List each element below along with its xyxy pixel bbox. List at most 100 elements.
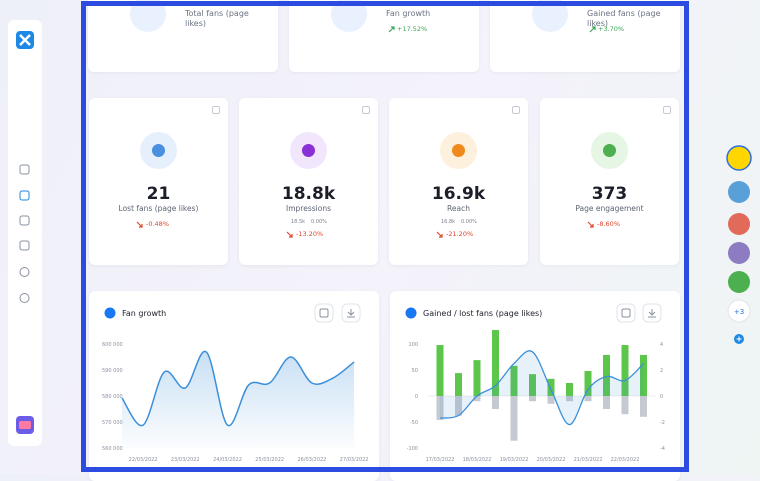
info-icon (512, 106, 520, 114)
y-tick-label: 0 (415, 394, 418, 400)
stat-icon (440, 132, 477, 169)
y2-tick-label: 4 (660, 342, 663, 348)
stat-icon (591, 132, 628, 169)
x-tick-label: 22/03/2022 (129, 457, 158, 463)
stat-card: 16.9k Reach 16.8k 0.00% -21.20% (389, 98, 528, 265)
bar (510, 396, 518, 441)
stat-icon (140, 132, 177, 169)
nav-icon[interactable] (19, 190, 30, 201)
sidebar (8, 20, 42, 446)
x-tick-label: 24/03/2022 (213, 457, 242, 463)
bar (529, 396, 536, 402)
y2-tick-label: 2 (660, 368, 663, 374)
line-area (440, 350, 644, 425)
bar (436, 345, 444, 396)
nav-icon[interactable] (19, 267, 30, 277)
stat-icon-glyph (152, 144, 165, 157)
card-change: +17.52% (397, 25, 428, 33)
trend-arrow (587, 221, 594, 228)
x-tick-label: 17/03/2022 (426, 457, 455, 463)
bar (473, 396, 481, 402)
info-icon (212, 106, 220, 114)
stat-change: -8.60% (597, 220, 620, 228)
bar (603, 396, 610, 409)
bar (584, 371, 592, 396)
stat-sub: 0.00% (311, 219, 327, 225)
stat-card: 21 Lost fans (page likes) -0.48% (89, 98, 228, 265)
stat-sub: 0.00% (461, 219, 477, 225)
x-tick-label: 20/03/2022 (537, 457, 566, 463)
stat-label: Reach (447, 204, 470, 213)
bar (640, 396, 647, 417)
bar (547, 378, 555, 396)
card-title: Fan growth (386, 9, 431, 18)
account-avatar[interactable] (728, 271, 750, 293)
nav-icon[interactable] (19, 215, 30, 226)
sidebar-icons (16, 31, 34, 434)
stat-sub: 18.5k (291, 219, 306, 225)
y-tick-label: -50 (410, 420, 418, 426)
stat-icon-glyph (452, 144, 465, 157)
account-avatar[interactable] (728, 181, 750, 203)
chart-title: Fan growth (122, 309, 166, 318)
layout-button[interactable] (616, 303, 636, 323)
y-tick-label: 590 000 (102, 368, 123, 374)
bar (547, 396, 555, 404)
trend-arrow (136, 221, 143, 228)
stat-label: Impressions (286, 204, 331, 213)
account-avatar[interactable] (728, 242, 750, 264)
trend-arrow (436, 231, 443, 238)
chart-header-icons (104, 303, 662, 323)
stat-value: 21 (146, 184, 171, 204)
stat-value: 16.9k (431, 184, 486, 204)
y2-tick-label: 0 (660, 394, 663, 400)
account-avatar[interactable] (728, 213, 750, 235)
stat-value: 18.8k (281, 184, 336, 204)
y2-tick-label: -4 (660, 446, 665, 452)
layout-button[interactable] (314, 303, 334, 323)
accounts: +3 (726, 145, 752, 344)
account-avatar[interactable] (726, 145, 752, 171)
nav-icon[interactable] (19, 164, 30, 175)
bar (621, 396, 629, 415)
stat-label: Lost fans (page likes) (118, 204, 199, 213)
y-tick-label: 100 (408, 342, 418, 348)
line-area (122, 351, 355, 448)
bar (492, 329, 499, 396)
nav-icon[interactable] (19, 240, 30, 251)
x-tick-label: 22/03/2022 (611, 457, 640, 463)
bar (621, 345, 629, 396)
bar (529, 374, 536, 396)
bar (436, 396, 444, 420)
info-icon (663, 106, 671, 114)
x-tick-label: 23/03/2022 (171, 457, 200, 463)
summary-card: Gained fans (page likes) +3.70% (490, 0, 680, 72)
stat-change: -13.20% (296, 230, 324, 238)
x-tick-label: 26/03/2022 (297, 457, 326, 463)
stat-icon (290, 132, 327, 169)
bar (566, 383, 573, 396)
bar (455, 396, 462, 416)
bar (640, 354, 647, 396)
x-tick-label: 27/03/2022 (340, 457, 369, 463)
bar (584, 396, 592, 402)
bar (492, 396, 499, 409)
summary-card: Total fans (page likes) (88, 0, 278, 72)
y2-tick-label: -2 (660, 420, 665, 426)
x-tick-label: 19/03/2022 (500, 457, 529, 463)
stat-icon-glyph (603, 144, 616, 157)
card-title: Total fans (page likes) (185, 9, 249, 28)
nav-icon[interactable] (19, 293, 30, 303)
download-button[interactable] (341, 303, 361, 323)
stat-card: 18.8k Impressions 18.5k 0.00% -13.20% (239, 98, 378, 265)
stat-value: 373 (591, 184, 628, 204)
trend-arrow (286, 231, 293, 238)
card-change: +3.70% (598, 25, 625, 33)
bar (603, 354, 610, 396)
x-tick-label: 25/03/2022 (255, 457, 284, 463)
bar (473, 360, 481, 396)
download-button[interactable] (642, 303, 662, 323)
more-accounts[interactable] (727, 299, 751, 323)
card-title: Gained fans (page likes) (587, 9, 661, 28)
